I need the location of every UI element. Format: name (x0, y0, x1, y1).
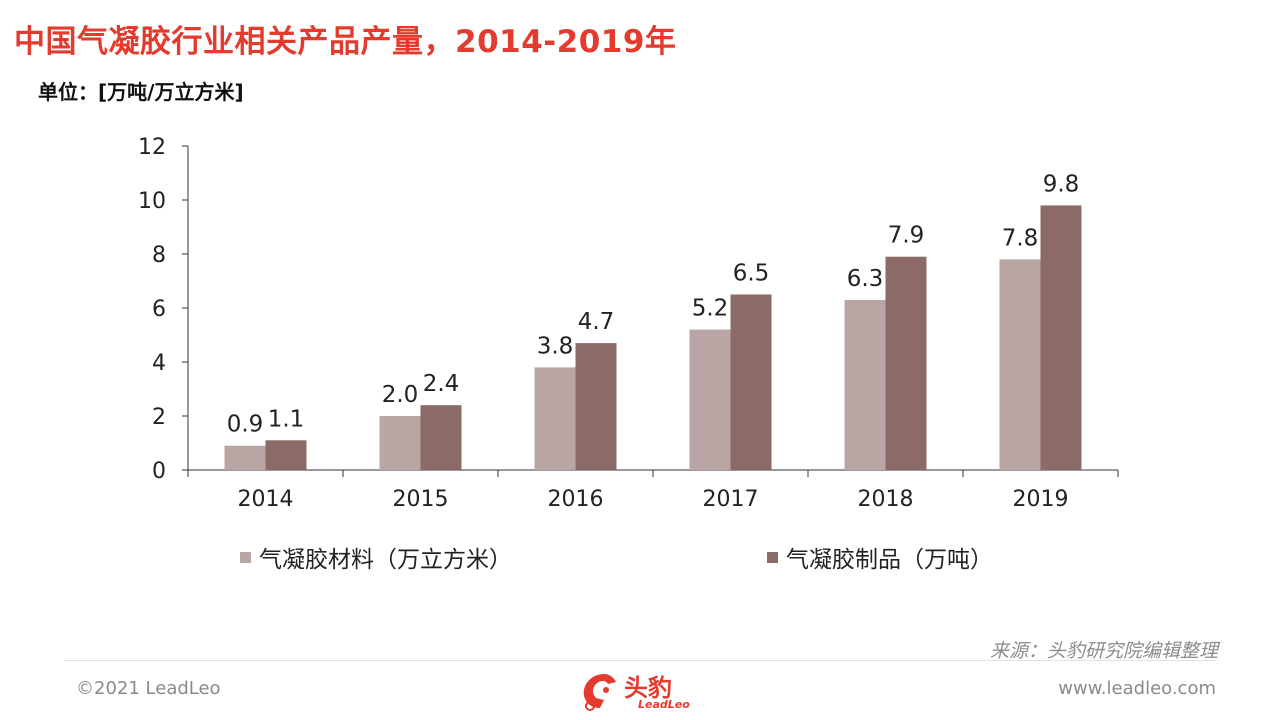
bar-material (844, 299, 886, 470)
bar-material (999, 259, 1041, 470)
bar-material (689, 329, 731, 470)
unit-label: 单位：[万吨/万立方米] (38, 80, 244, 104)
data-label: 7.9 (888, 223, 925, 249)
logo-text: 头豹 (624, 674, 672, 702)
legend-label-product: 气凝胶制品（万吨） (786, 547, 993, 573)
bar-product (265, 440, 307, 470)
y-tick-label: 2 (152, 405, 166, 430)
data-label: 6.5 (733, 261, 770, 287)
x-tick-label: 2019 (1013, 487, 1069, 512)
data-label: 9.8 (1043, 171, 1080, 197)
data-label: 4.7 (578, 309, 615, 335)
legend-swatch-material (240, 551, 251, 563)
legend-item-product: 气凝胶制品（万吨） (767, 542, 993, 573)
footer-divider (64, 660, 1216, 661)
y-tick-label: 6 (152, 297, 166, 322)
x-tick-label: 2016 (548, 487, 604, 512)
bar-material (379, 416, 421, 470)
bar-product (730, 294, 772, 470)
logo-subtext: LeadLeo (638, 698, 690, 711)
legend-label-material: 气凝胶材料（万立方米） (259, 547, 512, 573)
copyright-text: ©2021 LeadLeo (76, 678, 221, 699)
leopard-head-icon (583, 674, 616, 711)
data-label: 6.3 (847, 266, 884, 292)
legend-swatch-product (767, 551, 778, 563)
bar-material (224, 445, 266, 470)
y-tick-label: 10 (138, 189, 166, 214)
bar-chart: 0 2 4 6 8 10 12 2014 2015 2016 2017 2018 2019 0.9 1.1 2… (138, 135, 1119, 512)
leadleo-logo: 头豹 LeadLeo (578, 664, 708, 718)
x-tick-label: 2014 (238, 487, 294, 512)
x-tick-label: 2015 (393, 487, 449, 512)
data-label: 2.0 (382, 382, 419, 408)
bar-product (420, 405, 462, 470)
x-tick-label: 2017 (703, 487, 759, 512)
data-label: 2.4 (423, 371, 460, 397)
data-label: 5.2 (692, 296, 729, 322)
source-note: 来源：头豹研究院编辑整理 (989, 640, 1218, 662)
y-tick-label: 0 (152, 459, 166, 484)
y-tick-label: 4 (152, 351, 166, 376)
y-tick-label: 12 (138, 135, 166, 160)
x-tick-label: 2018 (858, 487, 914, 512)
data-label: 1.1 (268, 406, 305, 432)
y-tick-label: 8 (152, 243, 166, 268)
website-link[interactable]: www.leadleo.com (1058, 678, 1216, 699)
legend-item-material: 气凝胶材料（万立方米） (240, 542, 512, 573)
data-label: 7.8 (1002, 225, 1039, 251)
data-label: 0.9 (227, 412, 264, 438)
bar-material (534, 367, 576, 470)
page-title: 中国气凝胶行业相关产品产量，2014-2019年 (14, 24, 677, 60)
bar-product (1040, 205, 1082, 470)
bar-product (885, 256, 927, 470)
data-label: 3.8 (537, 333, 574, 359)
bar-product (575, 343, 617, 470)
